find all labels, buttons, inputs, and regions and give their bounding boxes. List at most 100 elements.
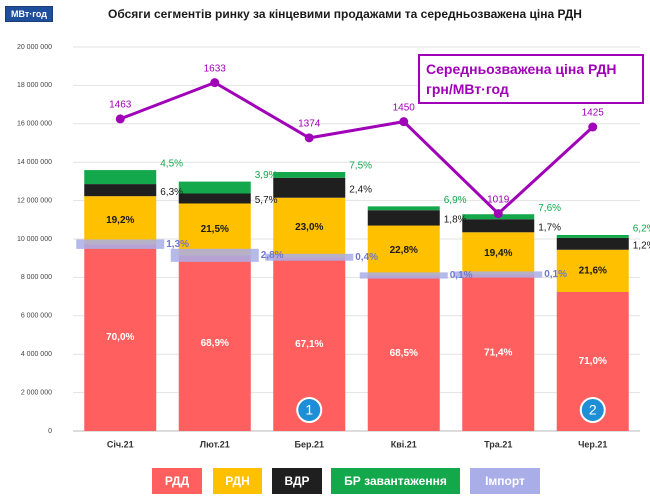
data-label: 7,6% — [538, 203, 561, 214]
data-label: 0,4% — [355, 252, 378, 263]
import-band — [359, 272, 448, 279]
legend-label: РДН — [225, 474, 249, 488]
y-tick-label: 16 000 000 — [17, 121, 52, 128]
bar-segment — [84, 170, 157, 185]
data-label: 1,8% — [444, 215, 467, 226]
annotation-badge — [579, 397, 606, 423]
legend-label: Імпорт — [485, 474, 525, 488]
y-tick-label: 2 000 000 — [21, 389, 52, 396]
bar-segment — [556, 237, 629, 250]
bar-segment — [367, 210, 440, 226]
data-label: 5,7% — [255, 195, 278, 206]
import-band — [170, 248, 259, 262]
bar-segment — [462, 219, 535, 233]
x-tick-label: Лют.21 — [200, 439, 230, 449]
data-label: 19,2% — [106, 215, 134, 226]
data-label: 0,1% — [544, 269, 567, 280]
bar-segment — [273, 177, 346, 198]
bar-segment — [367, 206, 440, 211]
x-tick-label: Січ.21 — [107, 439, 134, 449]
bar-segment — [84, 184, 157, 197]
data-label: 71,4% — [484, 347, 512, 358]
price-label: 1633 — [204, 63, 227, 74]
legend-label: ВДР — [284, 474, 309, 488]
bar-segment — [273, 197, 346, 258]
data-label: 6,3% — [160, 187, 183, 198]
y-tick-label: 0 — [48, 428, 52, 435]
data-label: 7,5% — [349, 161, 372, 172]
legend-swatch — [272, 468, 322, 494]
import-band — [454, 271, 543, 278]
x-tick-label: Чер.21 — [578, 439, 607, 449]
annotation-badge — [296, 397, 323, 423]
bar-segment — [178, 203, 251, 256]
price-label: 1450 — [393, 102, 416, 113]
annotation-text: 2 — [589, 402, 597, 418]
bar-segment — [178, 255, 251, 431]
data-label: 4,5% — [160, 159, 183, 170]
data-label: 70,0% — [106, 332, 134, 343]
annotation-text: 1 — [305, 402, 313, 418]
import-band — [265, 253, 354, 261]
bar-segment — [462, 232, 535, 275]
price-line — [119, 80, 594, 216]
price-label: 1374 — [298, 119, 321, 130]
price-label: 1425 — [582, 108, 605, 119]
unit-label: МВт·год — [5, 6, 54, 22]
line-legend: Середньозважена ціна РДН грн/МВт·год — [418, 54, 644, 104]
data-label: 0,1% — [450, 270, 473, 281]
bar-segment — [84, 244, 157, 431]
data-label: 2,4% — [349, 184, 372, 195]
y-tick-label: 8 000 000 — [21, 274, 52, 281]
y-tick-label: 10 000 000 — [17, 236, 52, 243]
legend-swatch — [152, 468, 202, 494]
bar-segment — [273, 171, 346, 178]
bar-segment — [556, 249, 629, 292]
y-tick-label: 20 000 000 — [17, 44, 52, 51]
legend-swatch — [470, 468, 540, 494]
price-label: 1463 — [109, 100, 132, 111]
data-label: 68,5% — [390, 348, 418, 359]
x-tick-label: Бер.21 — [295, 439, 324, 449]
chart-title: Обсяги сегментів ринку за кінцевими прод… — [108, 7, 582, 21]
price-label: 1019 — [487, 194, 510, 205]
bar-segment — [178, 181, 251, 194]
data-label: 1,7% — [538, 222, 561, 233]
data-label: 71,0% — [579, 356, 607, 367]
legend-label: РДД — [165, 474, 190, 488]
data-label: 1,2% — [633, 240, 650, 251]
bar-segment — [84, 196, 157, 245]
data-label: 67,1% — [295, 339, 323, 350]
data-label: 1,3% — [166, 239, 189, 250]
legend-swatch — [213, 468, 262, 494]
price-marker — [304, 133, 314, 143]
bar-segment — [367, 225, 440, 276]
data-label: 68,9% — [201, 338, 229, 349]
import-band — [76, 239, 165, 249]
data-label: 22,8% — [390, 245, 418, 256]
x-tick-label: Кві.21 — [391, 439, 417, 449]
price-marker — [588, 122, 598, 132]
y-tick-label: 18 000 000 — [17, 82, 52, 89]
y-tick-label: 4 000 000 — [21, 351, 52, 358]
data-label: 19,4% — [484, 248, 512, 259]
bar-segment — [462, 274, 535, 431]
data-label: 3,9% — [255, 170, 278, 181]
price-marker — [493, 209, 503, 219]
price-marker — [115, 114, 125, 124]
data-label: 23,0% — [295, 222, 323, 233]
legend-label: БР завантаження — [344, 474, 447, 488]
price-marker — [210, 78, 220, 88]
x-tick-label: Тра.21 — [484, 439, 512, 449]
data-label: 6,9% — [444, 195, 467, 206]
bar-segment — [367, 275, 440, 431]
price-marker — [399, 117, 409, 127]
data-label: 2,8% — [261, 250, 284, 261]
bar-segment — [556, 234, 629, 238]
y-tick-label: 14 000 000 — [17, 159, 52, 166]
bar-segment — [178, 193, 251, 204]
data-label: 6,2% — [633, 224, 650, 235]
y-tick-label: 12 000 000 — [17, 197, 52, 204]
